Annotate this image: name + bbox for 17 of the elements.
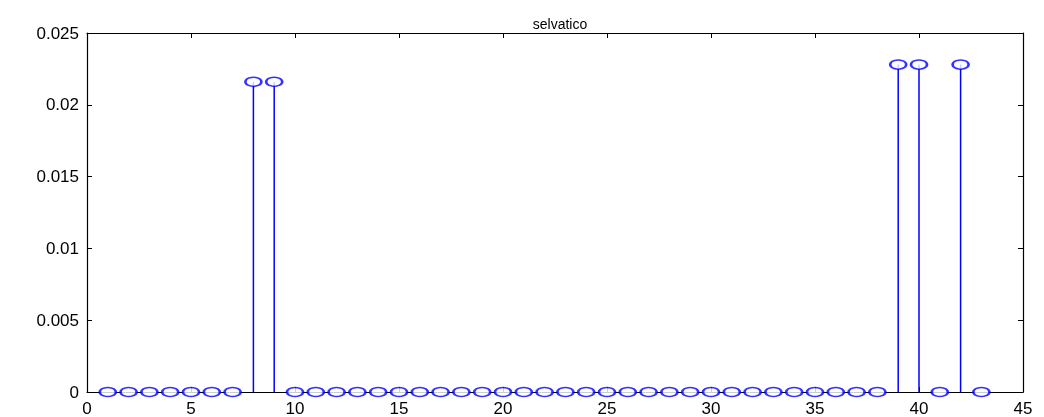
y-tick-label: 0.01	[45, 238, 79, 258]
y-tick-label: 0.005	[36, 310, 79, 330]
x-tick-label: 35	[805, 399, 825, 417]
y-tick-label: 0.02	[45, 95, 79, 115]
x-tick-label: 40	[909, 399, 929, 417]
x-tick-label: 45	[1013, 399, 1033, 417]
x-tick-label: 20	[493, 399, 513, 417]
chart-title: selvatico	[532, 16, 588, 32]
y-tick-label: 0	[69, 382, 79, 402]
x-tick-label: 0	[82, 399, 92, 417]
y-tick-label: 0.025	[36, 23, 79, 43]
x-tick-label: 25	[597, 399, 617, 417]
x-tick-label: 15	[389, 399, 409, 417]
y-tick-label: 0.015	[36, 167, 79, 187]
x-tick-label: 10	[285, 399, 305, 417]
x-tick-label: 30	[701, 399, 721, 417]
x-tick-label: 5	[186, 399, 196, 417]
